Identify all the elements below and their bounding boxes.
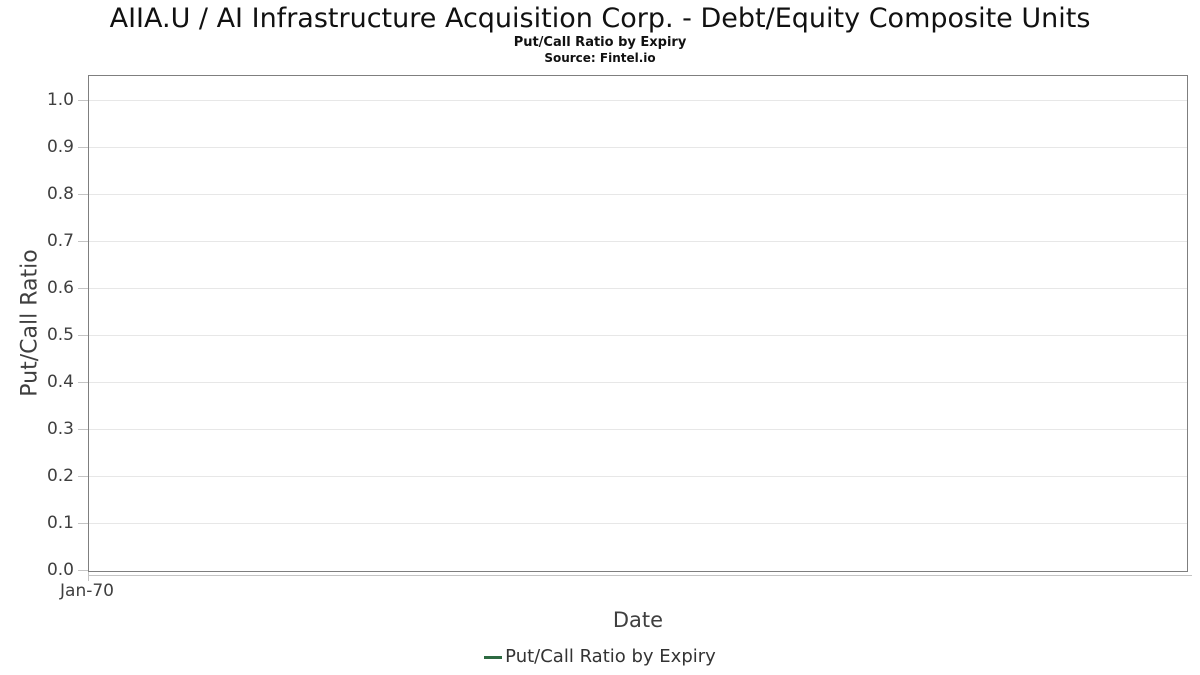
y-tick-mark <box>78 570 88 571</box>
x-axis-title: Date <box>612 608 664 632</box>
gridline <box>89 476 1187 477</box>
y-tick-mark <box>78 382 88 383</box>
legend-line-marker <box>484 655 503 659</box>
chart-title: AIIA.U / AI Infrastructure Acquisition C… <box>109 3 1091 34</box>
x-tick-label: Jan-70 <box>60 581 114 601</box>
gridline <box>89 100 1187 101</box>
gridline <box>89 429 1187 430</box>
legend: Put/Call Ratio by Expiry <box>0 646 1200 668</box>
x-tick-mark <box>88 572 89 581</box>
y-tick-label: 0.3 <box>46 419 74 439</box>
gridline <box>89 382 1187 383</box>
y-tick-label: 0.2 <box>46 466 74 486</box>
y-tick-label: 0.8 <box>46 184 74 204</box>
y-tick-mark <box>78 194 88 195</box>
y-tick-mark <box>78 335 88 336</box>
y-tick-mark <box>78 429 88 430</box>
y-tick-label: 0.0 <box>46 560 74 580</box>
x-axis-line <box>88 575 1192 576</box>
y-tick-label: 0.4 <box>46 372 74 392</box>
gridline <box>89 194 1187 195</box>
y-tick-mark <box>78 288 88 289</box>
legend-series-label: Put/Call Ratio by Expiry <box>505 646 716 667</box>
gridline <box>89 147 1187 148</box>
y-tick-label: 0.5 <box>46 325 74 345</box>
gridline <box>89 241 1187 242</box>
gridline <box>89 335 1187 336</box>
y-tick-label: 0.9 <box>46 137 74 157</box>
y-tick-label: 0.6 <box>46 278 74 298</box>
y-tick-label: 0.1 <box>46 513 74 533</box>
gridline <box>89 523 1187 524</box>
y-tick-label: 1.0 <box>46 90 74 110</box>
y-tick-mark <box>78 241 88 242</box>
y-tick-mark <box>78 476 88 477</box>
gridline <box>89 288 1187 289</box>
chart-source: Source: Fintel.io <box>544 51 656 65</box>
plot-area <box>88 75 1188 572</box>
y-tick-label: 0.7 <box>46 231 74 251</box>
y-tick-mark <box>78 147 88 148</box>
y-tick-mark <box>78 523 88 524</box>
chart-subtitle: Put/Call Ratio by Expiry <box>513 35 687 50</box>
y-tick-mark <box>78 100 88 101</box>
